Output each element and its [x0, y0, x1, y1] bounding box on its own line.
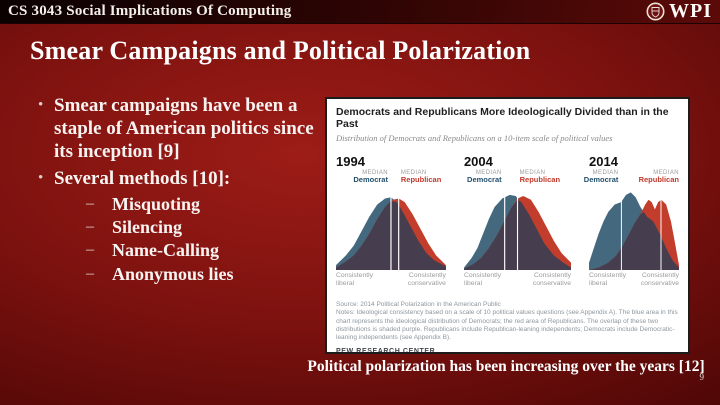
- x-axis-labels: Consistently liberal Consistently conser…: [589, 272, 679, 287]
- chart-subtitle: Distribution of Democrats and Republican…: [336, 133, 613, 143]
- list-item: – Name-Calling: [30, 239, 322, 261]
- bullet-text: Anonymous lies: [112, 263, 234, 284]
- bullet-text: Smear campaigns have been a staple of Am…: [54, 95, 314, 163]
- chart-panels: 1994 MEDIAN Democrat MEDIAN Republican: [336, 154, 679, 288]
- bullet-marker: •: [38, 97, 44, 113]
- list-item: • Smear campaigns have been a staple of …: [30, 94, 322, 164]
- x-axis-labels: Consistently liberal Consistently conser…: [336, 272, 446, 287]
- bullet-marker: •: [38, 169, 44, 186]
- wpi-wordmark: WPI: [669, 0, 712, 22]
- bullet-text: Silencing: [112, 217, 183, 237]
- overlap-area: [589, 211, 679, 270]
- dash-marker: –: [86, 241, 94, 259]
- median-democrat-label: MEDIAN Democrat: [583, 170, 619, 185]
- page-number: 9: [699, 372, 705, 382]
- slide-title: Smear Campaigns and Political Polarizati…: [30, 36, 531, 65]
- chart-notes: Notes: Ideological consistency based on …: [336, 309, 678, 342]
- distribution-chart-1994: [336, 190, 446, 270]
- median-republican-label: MEDIAN Republican: [519, 170, 561, 185]
- bullet-text: Misquoting: [112, 193, 201, 214]
- bullet-list: • Smear campaigns have been a staple of …: [30, 94, 322, 286]
- slide-caption: Political polarization has been increasi…: [307, 358, 705, 375]
- chart-title: Democrats and Republicans More Ideologic…: [336, 106, 669, 130]
- header-bar: CS 3043 Social Implications Of Computing…: [0, 0, 720, 24]
- median-democrat-label: MEDIAN Democrat: [353, 170, 388, 185]
- list-item: – Silencing: [30, 216, 322, 238]
- chart-panel-2004: 2004 MEDIAN Democrat MEDIAN Republican: [463, 154, 571, 288]
- distribution-chart-2004: [463, 190, 571, 270]
- wpi-logo: WPI: [646, 0, 712, 23]
- dash-marker: –: [86, 218, 94, 235]
- bullet-text: Several methods [10]:: [54, 167, 231, 189]
- median-labels: MEDIAN Democrat MEDIAN Republican: [336, 169, 446, 190]
- median-republican-label: MEDIAN Republican: [638, 170, 679, 185]
- pew-chart-image: Democrats and Republicans More Ideologic…: [325, 97, 690, 354]
- list-item: – Anonymous lies: [30, 263, 322, 285]
- list-item: • Several methods [10]:: [30, 167, 322, 190]
- chart-brand: PEW RESEARCH CENTER: [336, 347, 436, 354]
- median-republican-label: MEDIAN Republican: [400, 170, 442, 185]
- chart-source: Source: 2014 Political Polarization in t…: [336, 300, 501, 308]
- chart-panel-1994: 1994 MEDIAN Democrat MEDIAN Republican: [336, 154, 446, 288]
- year-label: 2004: [463, 154, 493, 169]
- course-title: CS 3043 Social Implications Of Computing: [8, 3, 292, 19]
- x-axis-labels: Consistently liberal Consistently conser…: [463, 272, 571, 287]
- dash-marker: –: [86, 194, 94, 212]
- distribution-chart-2014: [589, 190, 679, 270]
- median-democrat-label: MEDIAN Democrat: [467, 170, 502, 185]
- year-label: 1994: [336, 154, 365, 169]
- wpi-seal-icon: [646, 2, 665, 21]
- dash-marker: –: [86, 264, 94, 282]
- list-item: – Misquoting: [30, 193, 322, 215]
- bullet-text: Name-Calling: [112, 240, 219, 261]
- median-labels: MEDIAN Democrat MEDIAN Republican: [464, 169, 571, 190]
- year-label: 2014: [589, 154, 618, 169]
- median-labels: MEDIAN Democrat MEDIAN Republican: [584, 169, 679, 190]
- chart-panel-2014: 2014 MEDIAN Democrat MEDIAN Republican: [584, 154, 679, 288]
